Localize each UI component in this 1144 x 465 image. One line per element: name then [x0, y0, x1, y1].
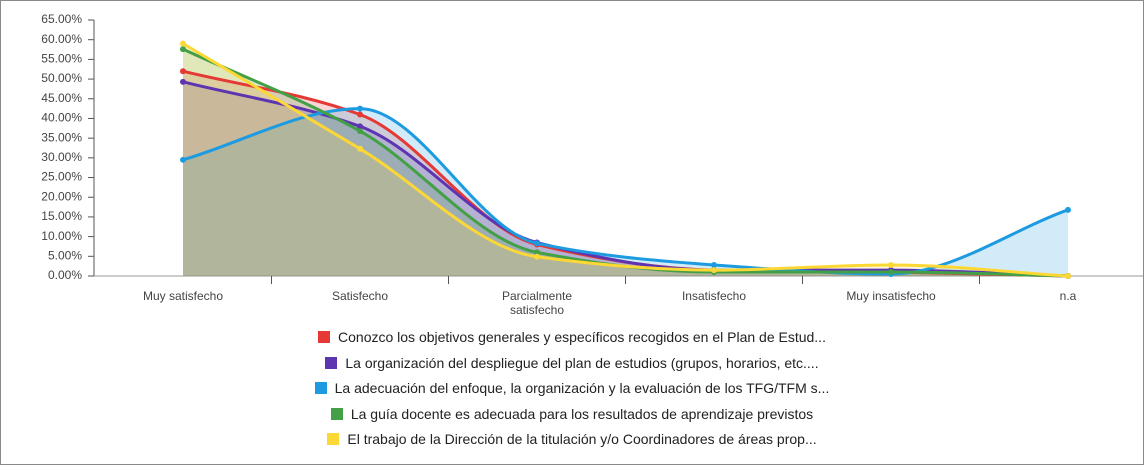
- y-tick-label: 40.00%: [41, 111, 82, 125]
- point: [534, 253, 540, 260]
- legend-item: La organización del despliegue del plan …: [1, 351, 1143, 377]
- y-tick-label: 25.00%: [41, 170, 82, 184]
- point: [1065, 273, 1071, 279]
- point: [534, 240, 540, 247]
- y-tick-label: 15.00%: [41, 209, 82, 223]
- legend-item: La guía docente es adecuada para los res…: [1, 402, 1143, 428]
- point: [180, 68, 186, 75]
- point: [357, 128, 363, 135]
- point: [357, 105, 363, 112]
- y-tick-label: 20.00%: [41, 189, 82, 203]
- legend-swatch: [330, 407, 343, 420]
- point: [357, 123, 363, 130]
- y-tick-label: 30.00%: [41, 150, 82, 164]
- legend-label: La guía docente es adecuada para los res…: [350, 405, 814, 422]
- area: [183, 71, 1068, 276]
- x-tick-label: Muy satisfecho: [142, 289, 224, 303]
- legend-label: La adecuación del enfoque, la organizaci…: [334, 380, 830, 396]
- point: [180, 40, 186, 47]
- y-tick-label: 65.00%: [41, 12, 82, 26]
- x-tick-label: n.a: [1059, 289, 1077, 303]
- legend-swatch: [318, 331, 331, 343]
- point: [180, 46, 186, 53]
- legend-item: La adecuación del enfoque, la organizaci…: [1, 376, 1143, 402]
- legend-label: La organización del despliegue del plan …: [345, 354, 819, 371]
- y-tick-label: 0.00%: [48, 268, 82, 282]
- point: [888, 261, 894, 268]
- point: [180, 156, 186, 163]
- point: [1065, 206, 1071, 213]
- legend-item: Conozco los objetivos generales y especí…: [1, 325, 1143, 351]
- y-tick-label: 50.00%: [41, 71, 82, 85]
- legend: Conozco los objetivos generales y especí…: [1, 325, 1143, 453]
- y-tick-label: 10.00%: [41, 229, 82, 243]
- point: [711, 267, 717, 274]
- area: [183, 81, 1068, 276]
- legend-swatch: [314, 382, 327, 394]
- point: [888, 269, 894, 276]
- y-tick-label: 60.00%: [41, 32, 82, 46]
- y-tick-label: 55.00%: [41, 52, 82, 66]
- point: [357, 111, 363, 118]
- x-tick-label: Insatisfecho: [681, 289, 747, 303]
- legend-label: Conozco los objetivos generales y especí…: [338, 329, 826, 345]
- point: [711, 261, 717, 268]
- x-tick-label: Muy insatisfecho: [846, 289, 936, 303]
- y-tick-label: 5.00%: [48, 248, 82, 262]
- line: [182, 42, 1069, 278]
- area: [183, 43, 1068, 276]
- legend-swatch: [327, 433, 340, 445]
- x-tick-label: Satisfecho: [331, 289, 389, 303]
- legend-swatch: [325, 356, 338, 369]
- legend-label: El trabajo de la Dirección de la titulac…: [347, 431, 817, 447]
- legend-item: El trabajo de la Dirección de la titulac…: [1, 427, 1143, 453]
- x-tick-label: Parcialmente satisfecho: [501, 289, 573, 317]
- point: [180, 78, 186, 85]
- point: [534, 249, 540, 256]
- area: [183, 49, 1068, 276]
- y-tick-label: 35.00%: [41, 130, 82, 144]
- point: [357, 145, 363, 152]
- y-tick-label: 45.00%: [41, 91, 82, 105]
